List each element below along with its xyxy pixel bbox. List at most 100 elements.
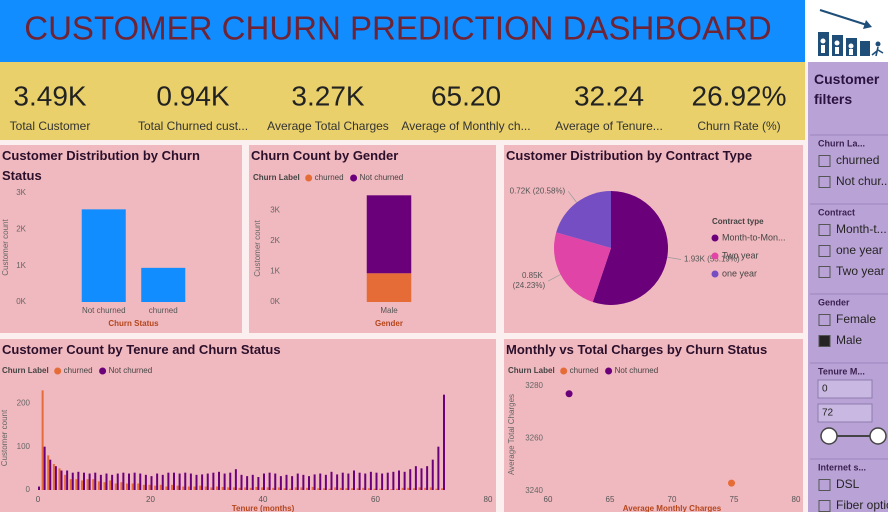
filter-checkbox[interactable]	[818, 176, 831, 188]
filter-option[interactable]: Month-t...	[836, 222, 887, 236]
filter-checkbox[interactable]	[818, 479, 831, 491]
range-handle[interactable]	[869, 427, 887, 445]
chart-title-box: Monthly vs Total Charges by Churn Status	[506, 342, 767, 357]
filter-checkbox[interactable]	[818, 224, 831, 236]
bar	[414, 466, 417, 490]
bar	[341, 472, 344, 490]
chart-title: Customer Distribution by Churn Status	[2, 148, 200, 183]
bar	[386, 472, 389, 490]
range-input[interactable]	[817, 403, 873, 423]
bar	[268, 472, 271, 490]
bar	[285, 474, 288, 490]
bar	[128, 473, 130, 490]
legend-swatch	[711, 270, 719, 278]
y-axis-title: Customer count	[0, 409, 9, 466]
y-tick-label: 3260	[525, 434, 543, 443]
kpi-label: Total Churned cust...	[138, 119, 248, 133]
filter-checkbox[interactable]	[818, 266, 831, 278]
filter-option[interactable]: Female	[836, 312, 876, 326]
pie-slice	[554, 232, 611, 302]
filter-option[interactable]: Male	[836, 333, 862, 347]
filter-checkbox[interactable]	[818, 155, 831, 167]
bar	[375, 472, 378, 490]
legend-swatch	[99, 367, 107, 375]
x-tick-label: 60	[544, 495, 553, 504]
bar	[210, 487, 213, 490]
bar	[251, 474, 254, 490]
filter-option[interactable]: Two year	[836, 264, 885, 278]
range-handle[interactable]	[820, 427, 838, 445]
bar	[173, 472, 175, 490]
bar	[308, 476, 310, 490]
y-tick-label: 3240	[525, 486, 543, 495]
x-tick-label: 80	[484, 495, 493, 504]
bar	[60, 470, 63, 490]
bar	[83, 472, 85, 490]
bar	[431, 459, 434, 490]
bar	[131, 483, 134, 490]
kpi-label: Total Customer	[10, 119, 91, 133]
bar	[126, 483, 128, 490]
bar	[330, 471, 333, 490]
bar	[156, 473, 159, 490]
bar	[216, 486, 218, 490]
bar	[443, 394, 445, 490]
kpi-value: 65.20	[431, 80, 501, 111]
bar	[311, 486, 314, 490]
bar	[38, 486, 40, 490]
bar	[390, 489, 393, 490]
bar	[139, 473, 142, 490]
y-tick-label: 2K	[270, 236, 280, 245]
bar	[369, 471, 372, 490]
legend-label: churned	[315, 173, 344, 182]
bar	[263, 473, 265, 490]
chart-title: Customer Distribution by Contract Type	[506, 148, 753, 163]
pie-value-line: 0.85K	[522, 271, 545, 280]
bar	[274, 473, 277, 490]
y-tick-label: 3K	[16, 188, 26, 197]
bar	[133, 472, 136, 490]
bar	[221, 486, 224, 490]
bar	[187, 486, 190, 490]
legend-label: Month-to-Mon...	[722, 232, 786, 242]
bar	[424, 487, 427, 490]
x-tick-label: churned	[149, 306, 178, 315]
chart-panel	[504, 339, 803, 512]
filter-checkbox[interactable]	[818, 314, 831, 326]
bar	[407, 487, 410, 490]
filter-checkbox[interactable]	[818, 335, 831, 347]
bar	[195, 474, 198, 490]
bar	[313, 474, 316, 490]
x-tick-label: Not churned	[82, 306, 126, 315]
y-tick-label: 2K	[16, 224, 26, 233]
bar	[52, 464, 55, 490]
bar	[412, 488, 415, 490]
range-input[interactable]	[817, 379, 873, 399]
bar	[223, 473, 226, 490]
filter-option[interactable]: DSL	[836, 477, 860, 491]
bar	[403, 471, 406, 490]
kpi-value: 0.94K	[156, 80, 229, 111]
bar	[291, 476, 294, 490]
bar	[240, 474, 243, 490]
bar	[165, 486, 168, 490]
bar	[122, 472, 125, 490]
chart-title-box: Customer Count by Tenure and Churn Statu…	[2, 342, 281, 357]
filter-option[interactable]: one year	[836, 243, 883, 257]
bar	[182, 486, 185, 490]
y-tick-label: 1K	[270, 267, 280, 276]
bar	[392, 471, 395, 490]
bar	[94, 472, 97, 490]
chart-title-box: Customer Distribution by Contract Type	[506, 148, 753, 163]
filter-option[interactable]: churned	[836, 153, 879, 167]
pie-slice	[592, 191, 668, 305]
filter-option[interactable]: Fiber optic	[836, 498, 888, 512]
x-axis-title: Average Monthly Charges	[623, 504, 722, 512]
legend-label: one year	[722, 268, 757, 278]
bar	[362, 487, 365, 490]
filter-option[interactable]: Not chur...	[836, 174, 888, 188]
filter-checkbox[interactable]	[818, 245, 831, 257]
y-tick-label: 0K	[16, 297, 26, 306]
bar	[161, 474, 164, 490]
y-tick-label: 1K	[16, 261, 26, 270]
